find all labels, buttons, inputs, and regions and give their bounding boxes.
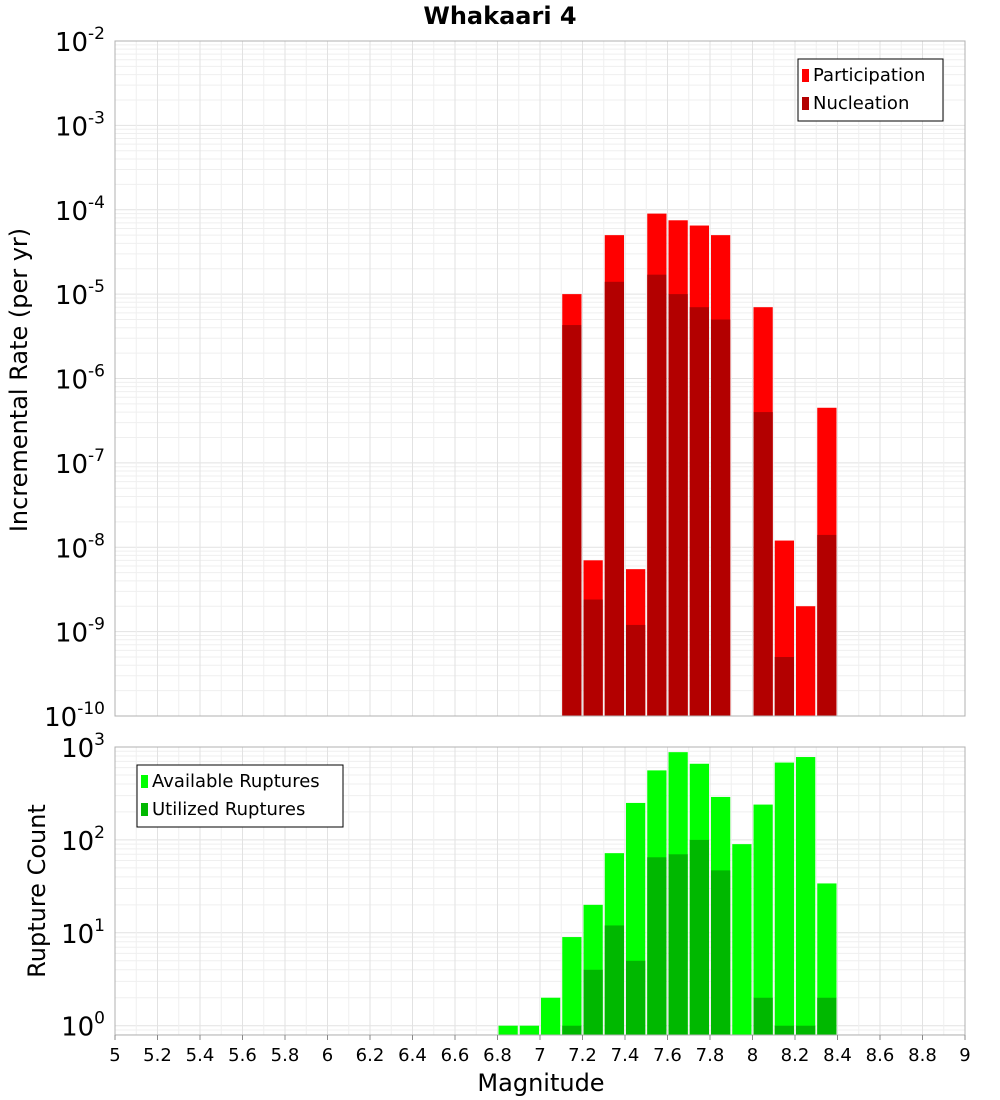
bar-inner-nucleation — [689, 307, 709, 716]
bar-participation — [796, 606, 816, 716]
bar-inner-utilized-ruptures — [689, 839, 709, 1035]
x-tick-label: 8.8 — [908, 1045, 937, 1066]
bar-inner-nucleation — [753, 412, 773, 716]
bar-available-ruptures — [498, 1025, 518, 1035]
y-tick-label: 10-10 — [44, 699, 105, 733]
bar-available-ruptures — [817, 883, 837, 1035]
legend — [797, 58, 944, 122]
y-tick-label: 100 — [61, 1009, 105, 1043]
x-tick-label: 9 — [959, 1045, 970, 1066]
rate-axis-label: Incremental Rate (per yr) — [5, 228, 33, 532]
bar-inner-utilized-ruptures — [562, 1025, 582, 1035]
bar-inner-nucleation — [817, 534, 837, 716]
x-tick-label: 5 — [109, 1045, 120, 1066]
legend-swatch — [802, 97, 809, 110]
x-tick-label: 7.6 — [653, 1045, 682, 1066]
bar-available-ruptures — [519, 1025, 539, 1035]
count-panel: 100 101 102 103 5 5.2 5.4 5.6 5.8 6 6.2 6.4 6.6 6.8 7 7… — [61, 730, 971, 1066]
bar-inner-utilized-ruptures — [626, 960, 646, 1035]
x-tick-label: 8 — [747, 1045, 758, 1066]
x-tick-label: 6 — [322, 1045, 333, 1066]
y-tick-label: 103 — [61, 730, 105, 764]
bar-inner-nucleation — [604, 281, 624, 716]
chart-title: Whakaari 4 — [423, 2, 576, 30]
bar-inner-utilized-ruptures — [796, 1025, 816, 1035]
y-tick-label: 101 — [61, 916, 105, 950]
bar-inner-utilized-ruptures — [604, 925, 624, 1035]
x-tick-label: 8.2 — [781, 1045, 810, 1066]
x-tick-label: 7.8 — [696, 1045, 725, 1066]
legend-label: Nucleation — [813, 93, 909, 114]
bar-available-ruptures — [796, 757, 816, 1035]
x-tick-label: 6.4 — [398, 1045, 427, 1066]
bar-available-ruptures — [541, 997, 561, 1035]
bar-inner-nucleation — [774, 657, 794, 716]
y-tick-label: 10-8 — [55, 530, 105, 564]
magnitude-axis-label: Magnitude — [477, 1069, 604, 1097]
bar-inner-nucleation — [668, 294, 688, 716]
y-tick-label: 10-9 — [55, 615, 105, 649]
x-tick-label: 5.8 — [271, 1045, 300, 1066]
x-tick-label: 7.2 — [568, 1045, 597, 1066]
y-tick-label: 10-2 — [55, 24, 105, 58]
legend-label: Available Ruptures — [152, 771, 320, 792]
bar-inner-utilized-ruptures — [817, 997, 837, 1035]
legend — [136, 764, 344, 828]
bar-available-ruptures — [562, 937, 582, 1035]
legend-label: Utilized Ruptures — [152, 799, 305, 820]
bar-inner-nucleation — [583, 599, 603, 716]
bar-inner-utilized-ruptures — [753, 997, 773, 1035]
x-tick-label: 6.8 — [483, 1045, 512, 1066]
legend-swatch — [141, 775, 148, 788]
x-tick-label: 5.6 — [228, 1045, 257, 1066]
bar-available-ruptures — [732, 844, 752, 1035]
bar-inner-nucleation — [711, 319, 731, 716]
count-axis-label: Rupture Count — [23, 804, 51, 978]
y-tick-label: 10-7 — [55, 446, 105, 480]
x-tick-label: 6.6 — [441, 1045, 470, 1066]
bar-inner-nucleation — [626, 624, 646, 716]
x-tick-label: 8.6 — [866, 1045, 895, 1066]
bar-inner-utilized-ruptures — [711, 870, 731, 1035]
y-tick-label: 102 — [61, 823, 105, 857]
x-tick-label: 7.4 — [611, 1045, 640, 1066]
bar-available-ruptures — [753, 804, 773, 1035]
bar-inner-utilized-ruptures — [668, 854, 688, 1035]
bar-inner-nucleation — [562, 325, 582, 716]
x-tick-label: 5.2 — [143, 1045, 172, 1066]
y-tick-label: 10-5 — [55, 277, 105, 311]
y-tick-label: 10-4 — [55, 193, 105, 227]
bar-inner-nucleation — [647, 274, 667, 716]
x-tick-label: 8.4 — [823, 1045, 852, 1066]
plot-frame — [114, 40, 966, 717]
bar-inner-utilized-ruptures — [583, 969, 603, 1035]
rate-panel: 10-10 10-9 10-8 10-7 10-6 10-5 10-4 10-3 10-2 Par… — [44, 24, 966, 733]
x-tick-label: 6.2 — [356, 1045, 385, 1066]
x-tick-label: 5.4 — [186, 1045, 215, 1066]
bar-inner-utilized-ruptures — [774, 1025, 794, 1035]
bar-available-ruptures — [774, 762, 794, 1035]
legend-swatch — [802, 69, 809, 82]
x-tick-label: 7 — [534, 1045, 545, 1066]
y-tick-label: 10-6 — [55, 362, 105, 396]
legend-label: Participation — [813, 65, 925, 86]
bar-inner-utilized-ruptures — [647, 857, 667, 1035]
legend-swatch — [141, 803, 148, 816]
y-tick-label: 10-3 — [55, 108, 105, 142]
